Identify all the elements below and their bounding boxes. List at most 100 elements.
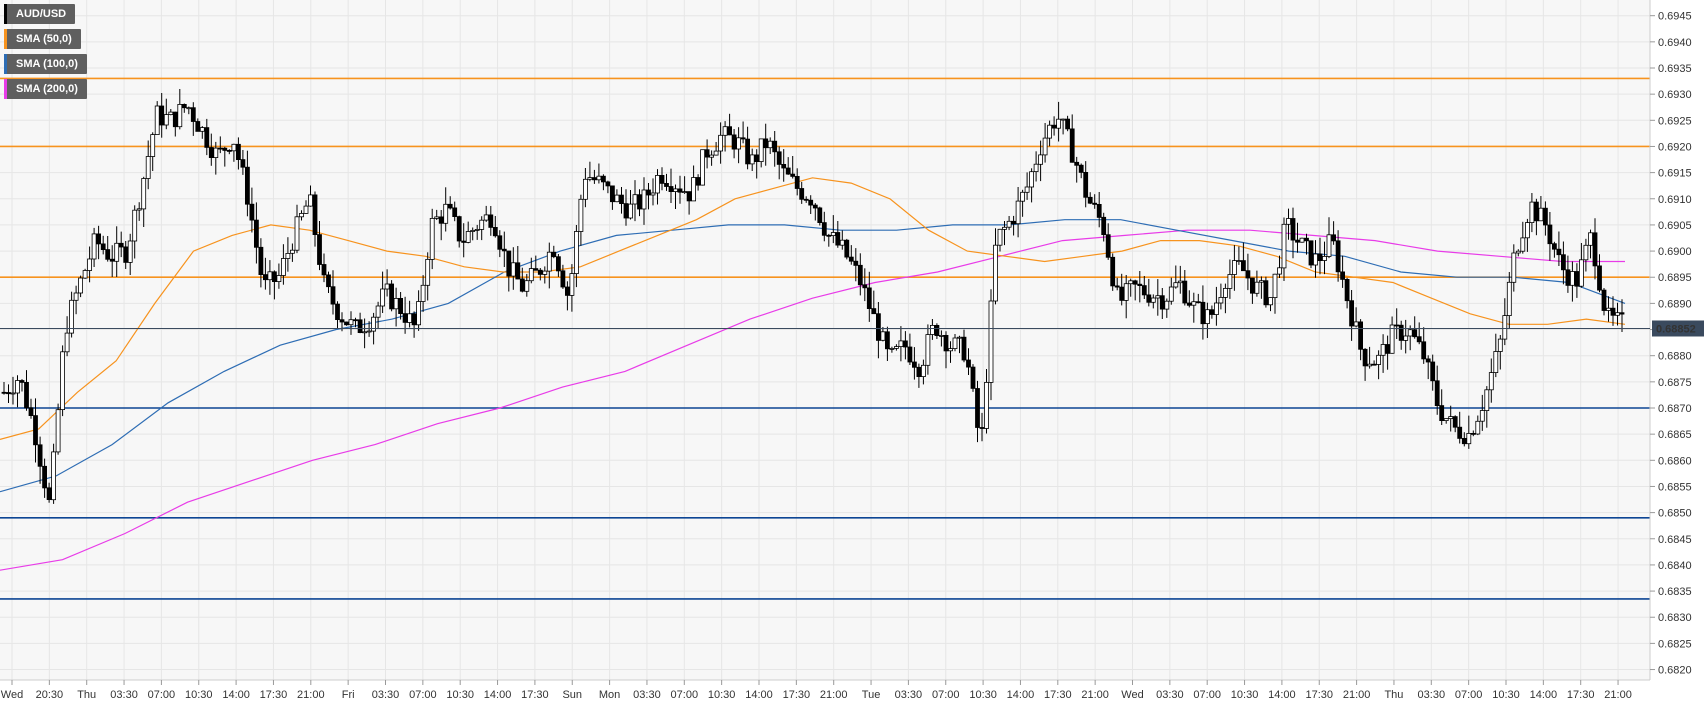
legend-label: AUD/USD [16,8,67,20]
candle-body [1218,296,1224,304]
candle-body [1105,234,1111,258]
candle-body [262,274,268,281]
candle-body [217,147,223,150]
current-price-box [1652,320,1704,337]
candle-body [479,219,485,230]
x-tick-label: 17:30 [1305,689,1333,701]
candle-body [470,229,476,232]
candle-body [299,212,304,218]
candle-body [1137,283,1143,287]
candle-body [28,407,34,416]
x-tick-label: Tue [862,689,881,701]
legend-item-sma100[interactable]: SMA (100,0) [4,54,87,74]
candle-body [943,334,949,352]
candle-body [1430,361,1436,382]
candle-body [659,174,665,184]
candle-body [569,273,575,296]
candle-body [402,313,408,323]
legend-item-sma200[interactable]: SMA (200,0) [4,79,87,99]
x-tick-label: 07:00 [671,689,699,701]
candle-body [785,167,791,175]
candle-body [186,107,192,110]
candle-body [1051,124,1057,129]
candle-body [713,150,719,156]
candle-body [15,380,20,394]
candle-body [154,105,160,136]
candle-body [1074,161,1080,166]
candle-body [1570,271,1575,286]
candle-body [1515,250,1521,254]
candle-body [1038,154,1043,165]
candle-body [420,284,426,302]
candle-body [1610,307,1616,316]
candle-body [344,321,349,326]
candle-body [781,163,787,169]
candle-body [695,177,701,186]
x-tick-label: 03:30 [633,689,661,701]
candle-body [1534,201,1539,222]
candle-body [407,313,413,323]
candle-body [1326,234,1332,257]
candle-body [312,194,318,235]
candle-body [1020,191,1025,202]
legend-item-sma50[interactable]: SMA (50,0) [4,29,81,49]
candle-body [916,366,922,377]
candle-body [1556,248,1562,256]
candle-body [939,334,944,337]
candle-body [308,194,313,207]
candle-body [596,175,602,181]
candle-body [465,231,471,243]
x-tick-label: 14:00 [222,689,250,701]
candle-body [190,107,196,122]
candle-body [1114,285,1120,288]
candle-body [1168,286,1174,302]
candle-body [1317,253,1323,261]
candle-body [244,166,250,205]
candle-body [177,104,183,128]
candle-body [285,252,291,259]
x-tick-label: 17:30 [1044,689,1072,701]
candle-body [961,336,967,361]
candle-body [574,231,579,274]
candle-body [952,337,958,350]
x-tick-label: 10:30 [185,689,213,701]
x-tick-label: 10:30 [446,689,474,701]
candle-body [159,105,165,126]
candle-body [452,207,458,217]
candle-body [1250,277,1255,294]
candle-body [181,104,187,109]
y-tick-label: 0.6820 [1658,665,1692,677]
candle-body [894,346,899,349]
candle-body [876,313,881,341]
candle-body [912,361,917,368]
legend: AUD/USD SMA (50,0) SMA (100,0) SMA (200,… [4,4,87,104]
y-axis: 0.6945 0.6940 0.6935 0.6930 0.6925 0.6920 0.69… [1650,11,1692,677]
candle-body [1475,420,1481,435]
x-tick-label: 17:30 [783,689,811,701]
candle-body [1132,280,1138,285]
candle-body [1281,223,1287,269]
legend-item-audusd[interactable]: AUD/USD [4,4,76,24]
candle-body [249,203,255,221]
candle-body [393,297,399,310]
candle-body [51,451,56,501]
candle-body [1529,201,1535,224]
x-tick-label: 07:00 [1193,689,1221,701]
candle-body [280,258,286,276]
candle-body [970,366,976,389]
candle-body [69,299,74,334]
candle-body [619,194,624,205]
candle-body [1583,244,1589,261]
candle-body [42,465,47,489]
candle-body [1092,202,1098,205]
candle-body [1186,302,1192,306]
candle-body [1398,324,1404,341]
candle-body [425,258,431,286]
candle-body [1209,309,1215,315]
candle-body [830,232,836,236]
candle-body [601,175,606,183]
candle-body [226,149,232,152]
candle-body [335,303,340,321]
candle-body [1358,321,1363,350]
